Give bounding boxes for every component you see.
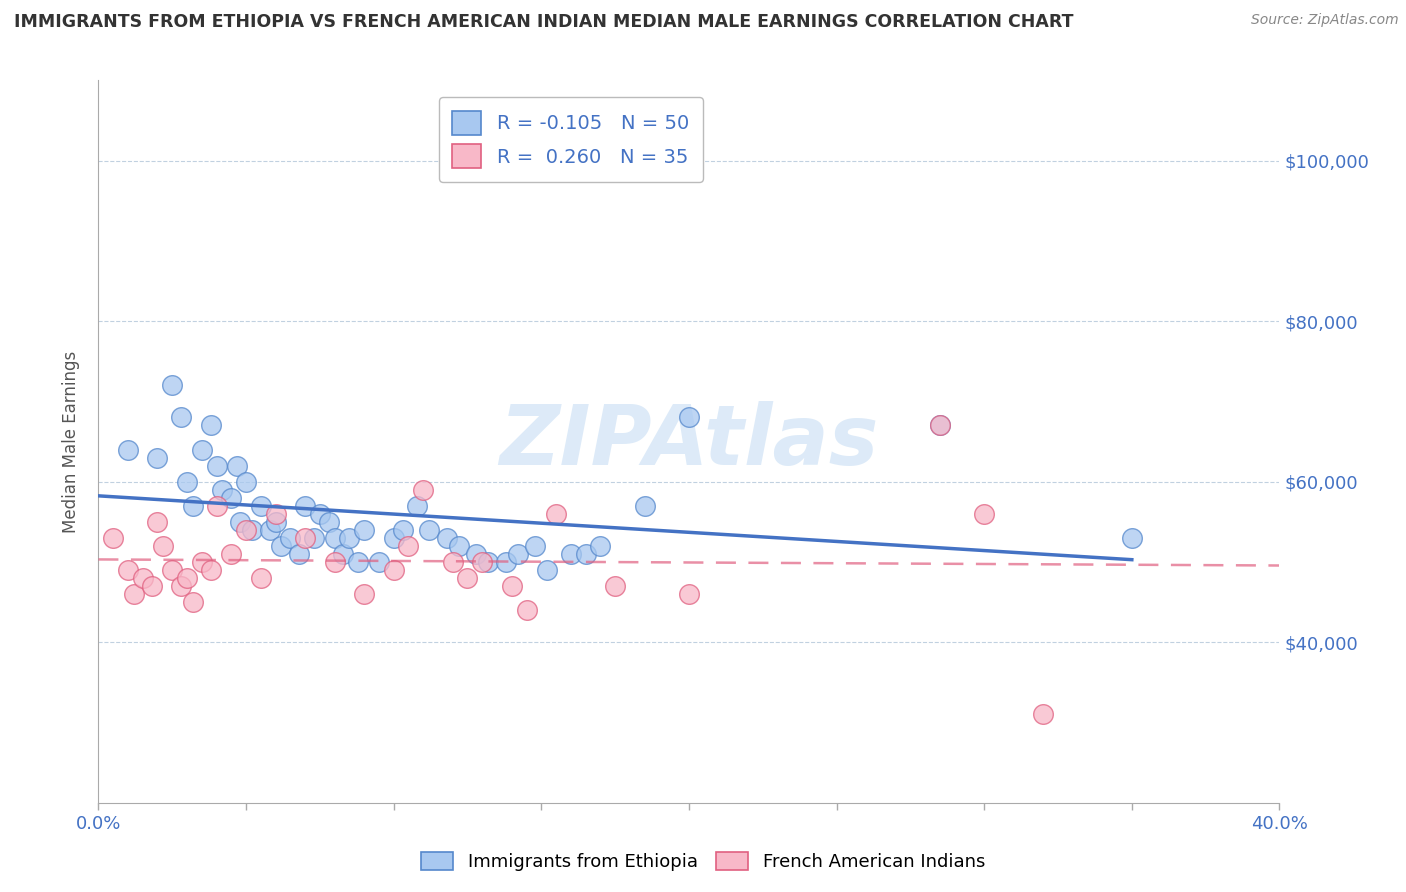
Point (270, 539, 292, 553)
Legend: R = -0.105   N = 50, R =  0.260   N = 35: R = -0.105 N = 50, R = 0.260 N = 35 (439, 97, 703, 182)
Text: IMMIGRANTS FROM ETHIOPIA VS FRENCH AMERICAN INDIAN MEDIAN MALE EARNINGS CORRELAT: IMMIGRANTS FROM ETHIOPIA VS FRENCH AMERI… (14, 13, 1074, 31)
Point (170, 410, 193, 425)
Point (973, 507, 995, 521)
Point (1032, 707, 1054, 722)
Point (353, 587, 375, 601)
Point (501, 579, 523, 593)
Point (391, 523, 413, 537)
Point (170, 579, 193, 593)
Point (634, 499, 657, 513)
Point (495, 555, 517, 569)
Point (332, 547, 354, 561)
Point (368, 555, 391, 569)
Point (441, 555, 464, 569)
Point (240, 523, 263, 537)
Point (176, 571, 198, 585)
Point (191, 442, 214, 457)
Point (339, 531, 361, 545)
Point (229, 515, 252, 529)
Point (132, 571, 155, 585)
Point (323, 531, 346, 545)
Point (318, 515, 340, 529)
Point (929, 418, 952, 433)
Point (176, 475, 198, 489)
Point (465, 547, 488, 561)
Point (226, 458, 249, 473)
Legend: Immigrants from Ethiopia, French American Indians: Immigrants from Ethiopia, French America… (413, 845, 993, 879)
Y-axis label: Median Male Earnings: Median Male Earnings (62, 351, 80, 533)
Point (546, 507, 568, 521)
Text: ZIPAtlas: ZIPAtlas (499, 401, 879, 482)
Point (200, 418, 222, 433)
Point (280, 531, 302, 545)
Point (294, 531, 316, 545)
Point (605, 579, 627, 593)
Point (221, 491, 243, 505)
Point (398, 539, 420, 553)
Point (103, 531, 125, 545)
Point (678, 410, 700, 425)
Point (152, 539, 174, 553)
Point (211, 483, 233, 497)
Point (117, 442, 139, 457)
Point (264, 515, 287, 529)
Point (205, 458, 228, 473)
Point (506, 547, 529, 561)
Point (447, 539, 470, 553)
Point (1121, 531, 1143, 545)
Point (471, 555, 494, 569)
Text: Source: ZipAtlas.com: Source: ZipAtlas.com (1251, 13, 1399, 28)
Point (162, 378, 183, 392)
Point (294, 499, 316, 513)
Point (309, 507, 332, 521)
Point (524, 539, 547, 553)
Point (516, 603, 538, 617)
Point (436, 531, 458, 545)
Point (382, 531, 405, 545)
Point (560, 547, 582, 561)
Point (146, 515, 169, 529)
Point (589, 539, 612, 553)
Point (117, 563, 139, 577)
Point (382, 563, 405, 577)
Point (205, 499, 228, 513)
Point (477, 555, 499, 569)
Point (259, 523, 281, 537)
Point (235, 523, 257, 537)
Point (141, 579, 163, 593)
Point (678, 587, 700, 601)
Point (412, 483, 434, 497)
Point (181, 499, 204, 513)
Point (536, 563, 558, 577)
Point (418, 523, 440, 537)
Point (323, 555, 346, 569)
Point (235, 475, 257, 489)
Point (575, 547, 598, 561)
Point (191, 555, 214, 569)
Point (406, 499, 429, 513)
Point (122, 587, 145, 601)
Point (929, 418, 952, 433)
Point (200, 563, 222, 577)
Point (302, 531, 325, 545)
Point (457, 571, 479, 585)
Point (250, 571, 273, 585)
Point (221, 547, 243, 561)
Point (264, 507, 287, 521)
Point (288, 547, 311, 561)
Point (181, 595, 204, 609)
Point (162, 563, 183, 577)
Point (353, 523, 375, 537)
Point (250, 499, 273, 513)
Point (146, 450, 169, 465)
Point (347, 555, 370, 569)
